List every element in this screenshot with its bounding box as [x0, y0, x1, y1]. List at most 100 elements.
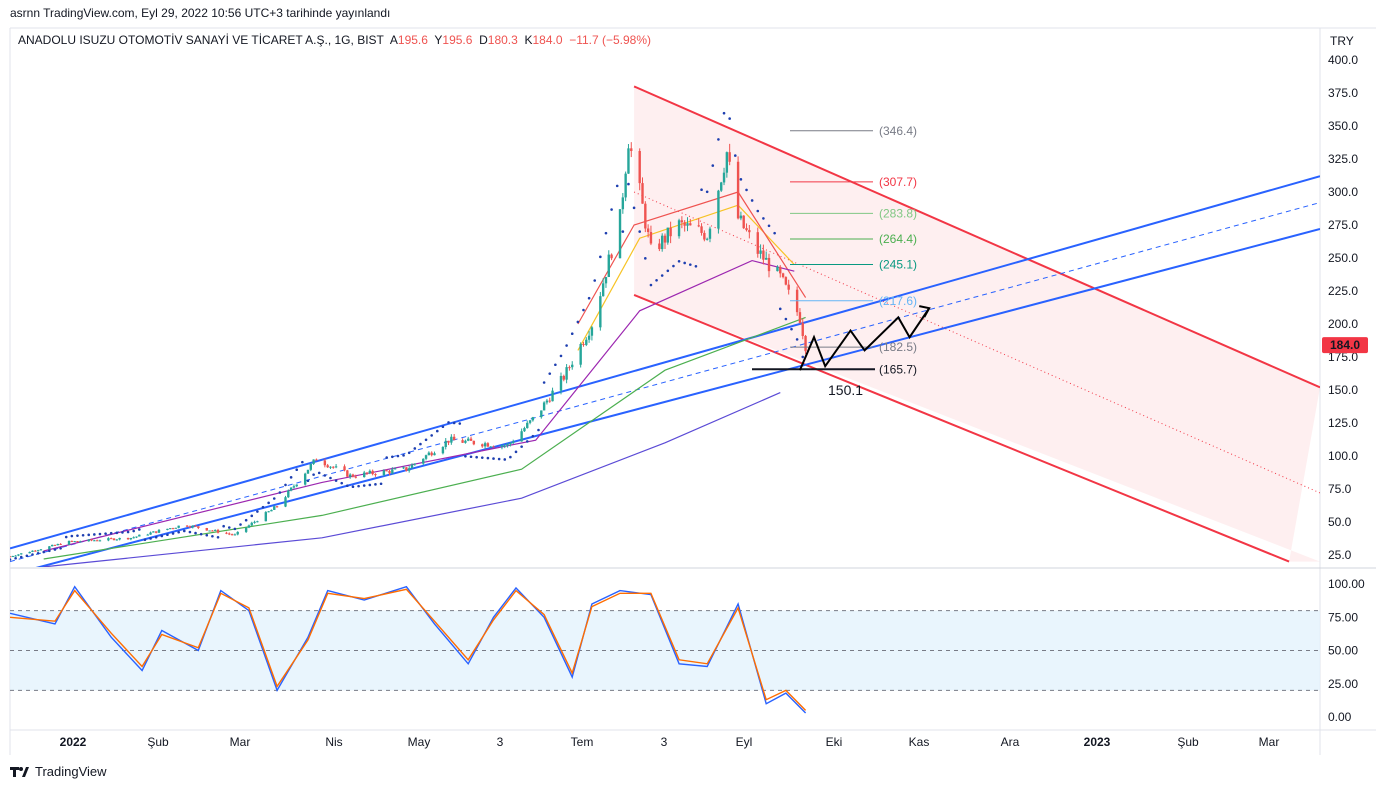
fib-level-label: (245.1) — [879, 257, 917, 271]
sar-dot — [756, 209, 760, 213]
candle — [93, 539, 96, 542]
sar-dot — [391, 455, 394, 459]
sar-dot — [762, 217, 765, 220]
close-label: K — [524, 33, 533, 47]
sar-dot — [509, 455, 512, 459]
sar-dot — [188, 530, 192, 534]
fib-level-label: (217.6) — [879, 294, 917, 308]
candle-body — [787, 284, 790, 290]
candle — [326, 463, 329, 468]
candle — [79, 540, 82, 543]
price-tick-label: 200.0 — [1328, 317, 1358, 331]
sar-dot — [87, 533, 91, 537]
candle-body — [658, 243, 661, 250]
candle-body — [115, 539, 119, 541]
candle-body — [70, 540, 74, 542]
candle — [169, 528, 172, 530]
candle — [649, 225, 653, 246]
candle-body — [264, 512, 268, 522]
candle-body — [284, 497, 287, 507]
candle-body — [748, 230, 751, 233]
candle — [264, 511, 268, 522]
candle-body — [374, 474, 377, 476]
sar-dot — [48, 549, 51, 553]
candle — [154, 531, 158, 534]
candle — [185, 525, 189, 527]
sar-dot — [604, 231, 608, 235]
sar-dot — [778, 307, 782, 311]
tradingview-footer[interactable]: TradingView — [10, 764, 107, 779]
fib-level-label: (182.5) — [879, 340, 917, 354]
sar-dot — [407, 451, 411, 455]
candle — [618, 209, 622, 259]
candle-body — [346, 470, 349, 477]
candle-body — [503, 445, 506, 447]
candle — [87, 539, 90, 542]
sar-dot — [475, 455, 478, 459]
sar-dot — [632, 206, 636, 210]
time-tick-label: Mar — [1259, 735, 1280, 749]
candle — [126, 537, 130, 540]
sar-dot — [464, 455, 467, 458]
candle — [787, 279, 790, 295]
candle-body — [273, 506, 276, 510]
symbol-legend: ANADOLU ISUZU OTOMOTİV SANAYİ VE TİCARET… — [18, 33, 651, 47]
sar-dot — [694, 264, 698, 268]
candle — [500, 444, 504, 450]
candle-body — [407, 468, 411, 471]
sar-dot — [672, 264, 675, 268]
candle — [464, 439, 467, 444]
sar-dot — [801, 355, 805, 359]
sar-dot — [199, 532, 203, 536]
tradingview-brand: TradingView — [35, 764, 107, 779]
sar-dot — [70, 534, 74, 538]
candle-body — [526, 422, 529, 429]
candle — [270, 509, 273, 512]
osc-tick-label: 25.00 — [1328, 677, 1358, 691]
sar-dot — [93, 533, 96, 536]
candle — [424, 454, 428, 461]
sar-dot — [452, 421, 456, 425]
candle-body — [90, 539, 93, 541]
candle-body — [506, 444, 509, 446]
sar-dot — [531, 434, 535, 438]
candle — [410, 463, 414, 469]
candle-body — [371, 470, 374, 475]
candle — [686, 217, 689, 232]
sar-dot — [104, 532, 107, 535]
candle-body — [236, 531, 239, 535]
candle-body — [309, 463, 312, 470]
candle-body — [669, 227, 672, 237]
candle-body — [191, 525, 194, 528]
sar-dot — [689, 263, 692, 266]
candle-body — [253, 521, 256, 523]
candle-body — [765, 257, 768, 260]
candle-body — [93, 540, 96, 542]
candle-body — [348, 474, 352, 477]
candle-body — [644, 203, 647, 229]
moving-average-line — [43, 316, 806, 560]
candle — [348, 473, 352, 479]
candle-body — [700, 226, 703, 233]
candle-body — [585, 339, 588, 345]
candle-body — [452, 436, 456, 441]
sar-dot — [722, 111, 726, 115]
sar-dot — [289, 476, 293, 479]
time-tick-label: 3 — [497, 735, 504, 749]
candle — [197, 526, 200, 530]
candle-body — [312, 459, 315, 464]
osc-tick-label: 100.00 — [1328, 577, 1365, 591]
sar-dot — [115, 531, 119, 535]
sar-dot — [559, 354, 563, 358]
candle — [506, 443, 509, 448]
candle-body — [469, 438, 473, 441]
candle-body — [736, 161, 740, 219]
fib-level-label: (307.7) — [879, 175, 917, 189]
candle — [565, 364, 568, 384]
candle-body — [776, 266, 779, 272]
candle-body — [582, 344, 585, 346]
candle — [503, 444, 506, 449]
candle-body — [486, 443, 490, 447]
candle-body — [166, 528, 169, 530]
